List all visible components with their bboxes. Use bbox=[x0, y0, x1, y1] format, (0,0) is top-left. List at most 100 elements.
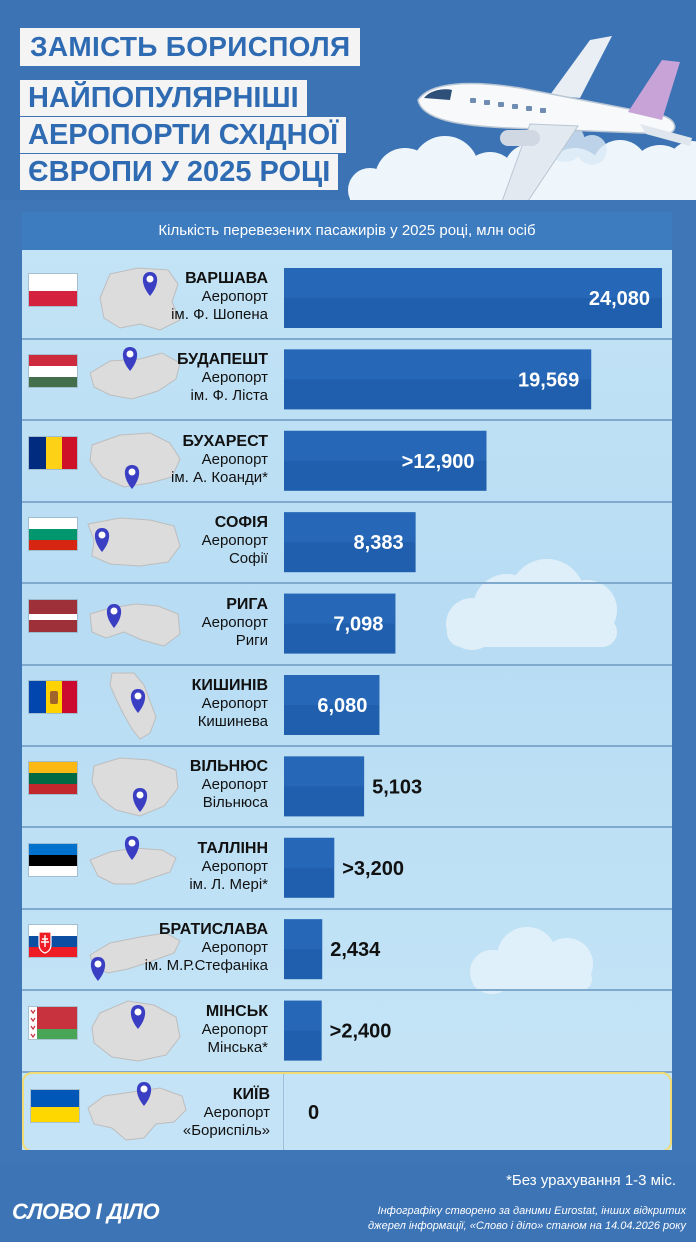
city-name: БРАТИСЛАВА bbox=[158, 921, 268, 939]
location-pin-icon bbox=[94, 528, 110, 553]
airport-name: «Бориспіль» bbox=[182, 1122, 270, 1139]
airport-label: КИЇВ Аеропорт «Бориспіль» bbox=[124, 1086, 270, 1140]
airport-type: Аеропорт bbox=[201, 939, 268, 957]
bar-latvia bbox=[284, 593, 396, 654]
estonia-flag-icon bbox=[28, 842, 78, 877]
bar-highlight bbox=[284, 837, 335, 868]
airport-type: Аеропорт bbox=[201, 532, 268, 550]
airport-row-slovakia: БРАТИСЛАВА Аеропорт ім. М.Р.Стефаніка bbox=[22, 909, 672, 989]
airport-label: РИГА Аеропорт Риги bbox=[122, 596, 268, 650]
value-label-slovakia: 2,434 bbox=[330, 939, 381, 961]
header-title-line-3: ЄВРОПИ У 2025 РОЦІ bbox=[20, 154, 339, 190]
ukraine-flag-icon bbox=[30, 1089, 80, 1123]
airport-label: МІНСЬК Аеропорт Мінська* bbox=[122, 1003, 268, 1057]
city-name: БУДАПЕШТ bbox=[176, 351, 268, 369]
city-name: СОФІЯ bbox=[214, 514, 268, 532]
bar-hungary bbox=[284, 349, 592, 410]
airport-name: ім. Ф. Ліста bbox=[190, 387, 268, 405]
row-divider bbox=[22, 338, 672, 340]
ukraine-map-icon bbox=[82, 1078, 192, 1150]
row-divider bbox=[22, 582, 672, 585]
airport-row-latvia: РИГА Аеропорт Риги bbox=[22, 584, 672, 664]
bar-estonia bbox=[284, 837, 335, 898]
airport-row-belarus: МІНСЬК Аеропорт Мінська* bbox=[22, 991, 672, 1071]
value-label-bulgaria: 8,383 bbox=[354, 532, 404, 554]
latvia-flag-icon bbox=[28, 598, 78, 633]
row-divider bbox=[22, 663, 672, 666]
bar-slovakia bbox=[284, 919, 323, 980]
airport-name: ім. Л. Мері* bbox=[189, 875, 268, 893]
airport-type: Аеропорт bbox=[201, 288, 268, 305]
row-separator-line bbox=[283, 1074, 284, 1150]
airport-name: Мінська* bbox=[207, 1038, 269, 1056]
city-name: БУХАРЕСТ bbox=[182, 432, 268, 450]
romania-map-icon bbox=[80, 425, 190, 497]
airport-name: ім. Ф. Шопена bbox=[171, 306, 268, 323]
bulgaria-map-icon bbox=[80, 506, 190, 578]
airplane-icon bbox=[417, 36, 692, 200]
header: ЗАМІСТЬ БОРИСПОЛЯ НАЙПОПУЛЯРНІШІ АЕРОПОР… bbox=[0, 0, 696, 200]
header-title-line-2: АЕРОПОРТИ СХІДНОЇ bbox=[20, 117, 347, 153]
city-name: ТАЛЛІНН bbox=[197, 839, 268, 857]
slovakia-flag-icon bbox=[28, 924, 78, 959]
poland-map-icon bbox=[80, 262, 190, 334]
lithuania-map-icon bbox=[80, 750, 190, 822]
bar-highlight bbox=[284, 430, 487, 461]
airport-row-moldova: КИШИНІВ Аеропорт Кишинева bbox=[22, 665, 672, 745]
value-label-ukraine: 0 bbox=[308, 1102, 319, 1124]
footnote: *Без урахування 1-3 міс. bbox=[506, 1172, 676, 1189]
city-name: МІНСЬК bbox=[205, 1002, 268, 1020]
footer: СЛОВО І ДІЛО *Без урахування 1-3 міс. Ін… bbox=[0, 1164, 696, 1242]
airport-label: СОФІЯ Аеропорт Софії bbox=[122, 514, 268, 568]
airport-name: Риги bbox=[235, 631, 268, 649]
location-pin-icon bbox=[130, 1004, 146, 1029]
airport-name: ім. А. Коанди* bbox=[171, 468, 268, 486]
slovakia-map-icon bbox=[80, 913, 190, 985]
hungary-flag-icon bbox=[28, 354, 78, 389]
chart-panel: Кількість перевезених пасажирів у 2025 р… bbox=[22, 212, 672, 1150]
belarus-map-icon bbox=[80, 995, 190, 1067]
airport-type: Аеропорт bbox=[201, 1020, 268, 1038]
airport-name: ім. М.Р.Стефаніка bbox=[144, 957, 268, 975]
row-divider bbox=[22, 419, 672, 422]
value-label-moldova: 6,080 bbox=[317, 695, 367, 717]
source-credit: Інфографіку створено за даними Eurostat,… bbox=[367, 1205, 686, 1232]
airport-type: Аеропорт bbox=[201, 450, 268, 468]
airport-row-bulgaria: СОФІЯ Аеропорт Софії bbox=[22, 502, 672, 582]
airport-row-estonia: ТАЛЛІНН Аеропорт ім. Л. Мері* bbox=[22, 828, 672, 908]
location-pin-icon bbox=[142, 272, 158, 296]
city-name: РИГА bbox=[226, 595, 268, 613]
row-divider bbox=[22, 907, 672, 910]
city-name: ВАРШАВА bbox=[185, 270, 268, 287]
airport-row-lithuania: ВІЛЬНЮС Аеропорт Вільнюса bbox=[22, 746, 672, 826]
value-label-belarus: >2,400 bbox=[330, 1021, 392, 1043]
moldova-flag-icon bbox=[28, 680, 78, 714]
location-pin-icon bbox=[124, 835, 140, 860]
latvia-map-icon bbox=[80, 588, 190, 660]
location-pin-icon bbox=[122, 347, 138, 372]
airport-row-poland: ВАРШАВА Аеропорт ім. Ф. Шопена bbox=[22, 258, 672, 338]
airport-name: Вільнюса bbox=[202, 794, 268, 812]
bar-bulgaria bbox=[284, 512, 416, 573]
location-pin-icon bbox=[130, 689, 146, 713]
value-label-poland: 24,080 bbox=[589, 288, 650, 310]
location-pin-icon bbox=[106, 603, 122, 628]
bar-highlight bbox=[284, 919, 323, 950]
bar-highlight bbox=[284, 675, 380, 705]
header-kicker: ЗАМІСТЬ БОРИСПОЛЯ bbox=[20, 28, 361, 66]
row-divider bbox=[22, 989, 672, 992]
bar-plot-area: 24,080 19,569 >12,900 8,383 7,098 6,080 5,103 >… bbox=[284, 268, 662, 1124]
location-pin-icon bbox=[132, 788, 148, 813]
poland-flag-icon bbox=[28, 273, 78, 307]
bar-highlight bbox=[284, 349, 592, 380]
belarus-flag-icon bbox=[28, 1005, 78, 1040]
bar-highlight bbox=[284, 268, 662, 298]
bar-highlight bbox=[284, 756, 365, 787]
airport-name: Софії bbox=[228, 550, 268, 568]
bar-lithuania bbox=[284, 756, 365, 817]
city-name: ВІЛЬНЮС bbox=[189, 758, 268, 776]
lithuania-flag-icon bbox=[28, 761, 78, 796]
airport-type: Аеропорт bbox=[203, 1104, 270, 1121]
city-name: КИШИНІВ bbox=[191, 677, 268, 694]
header-clouds bbox=[348, 122, 696, 200]
